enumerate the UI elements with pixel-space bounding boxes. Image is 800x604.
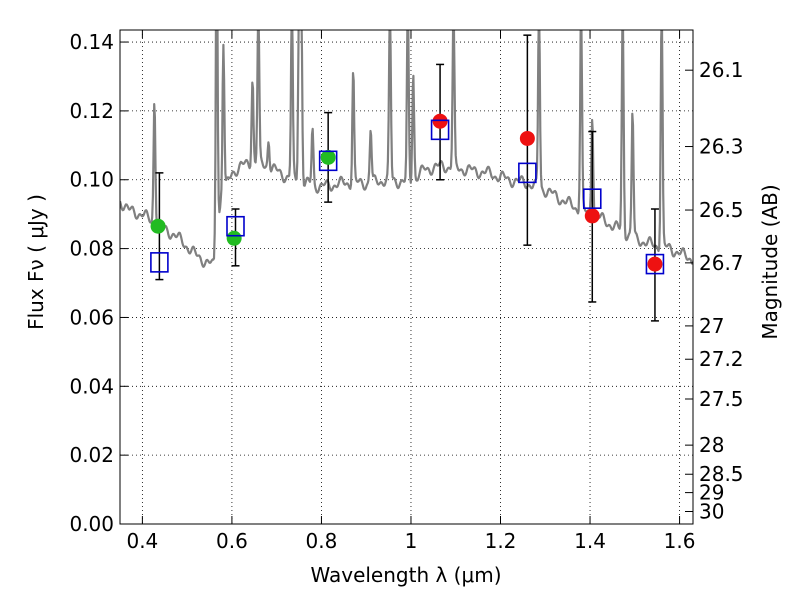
x-tick-label: 1.2 — [485, 529, 517, 553]
red-circle-point — [432, 113, 448, 129]
x-axis-ticks: 0.4 0.6 0.8 1 1.2 1.4 1.6 — [126, 30, 695, 553]
green-circle-point — [320, 149, 336, 165]
y2-tick-label: 27 — [699, 314, 724, 338]
x-tick-label: 1.4 — [574, 529, 606, 553]
y-tick-label: 0.14 — [69, 30, 114, 54]
plot-frame — [119, 29, 694, 525]
blue-open-square-point — [582, 188, 602, 209]
y2-tick-label: 26.5 — [699, 198, 744, 222]
y-tick-label: 0.08 — [69, 237, 114, 261]
green-circle-point — [150, 218, 166, 234]
x-tick-label: 0.4 — [126, 529, 158, 553]
y2-tick-label: 30 — [699, 500, 724, 524]
x-tick-label: 0.6 — [216, 529, 248, 553]
y2-axis-label: Magnitude (AB) — [758, 184, 782, 339]
y-axis-label: Flux Fν ( μJy ) — [24, 194, 48, 330]
blue-open-square-point — [318, 150, 338, 172]
red-circle-point — [584, 208, 600, 224]
x-tick-label: 1 — [405, 529, 418, 553]
x-tick-label: 0.8 — [306, 529, 338, 553]
green-circle-point — [226, 230, 242, 246]
y2-tick-label: 26.1 — [699, 58, 744, 82]
y-tick-label: 0.06 — [69, 305, 114, 329]
blue-open-square-point — [226, 215, 245, 237]
blue-open-square-point — [430, 119, 450, 141]
red-circle-point — [519, 130, 535, 146]
y2-tick-label: 28.5 — [699, 462, 744, 486]
y2-tick-label: 27.2 — [699, 347, 744, 371]
y2-tick-label: 27.5 — [699, 387, 744, 411]
y2-tick-label: 26.7 — [699, 251, 744, 275]
y-tick-label: 0.10 — [69, 168, 114, 192]
y2-tick-label: 26.3 — [699, 135, 744, 159]
y-tick-label: 0.04 — [69, 374, 114, 398]
y-axis-ticks: 0.00 0.02 0.04 0.06 0.08 0.10 0.12 0.14 — [69, 30, 128, 536]
data-markers — [150, 113, 665, 275]
y-tick-label: 0.00 — [69, 512, 114, 536]
y-tick-label: 0.02 — [69, 443, 114, 467]
blue-open-square-point — [518, 162, 537, 184]
blue-open-square-point — [645, 253, 665, 275]
x-tick-label: 1.6 — [664, 529, 696, 553]
x-axis-label: Wavelength λ (μm) — [310, 563, 501, 587]
y2-tick-label: 28 — [699, 433, 724, 457]
y2-tick-label: 29 — [699, 481, 724, 505]
blue-open-square-point — [150, 252, 169, 273]
y-tick-label: 0.12 — [69, 99, 114, 123]
red-circle-point — [647, 256, 663, 272]
